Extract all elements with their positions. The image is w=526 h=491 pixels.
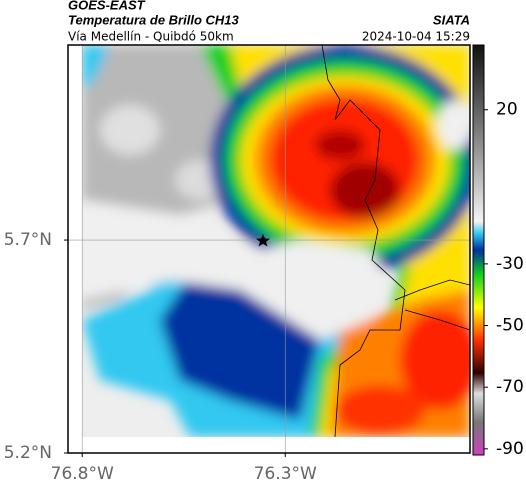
- map-subtitle: Vía Medellín - Quibdó 50km: [68, 30, 234, 44]
- source-label: SIATA: [433, 12, 470, 27]
- colorbar-tick-label: -70: [496, 377, 524, 397]
- x-tick-label: 76.8°W: [51, 464, 114, 484]
- map-title: Temperatura de Brillo CH13: [68, 12, 240, 27]
- colorbar-tick-label: -90: [496, 439, 524, 459]
- colorbar: [472, 44, 485, 456]
- satellite-label: GOES-EAST: [68, 0, 146, 12]
- y-tick-label: 5.2°N: [4, 443, 52, 463]
- brightness-raster: [82, 45, 470, 437]
- map-frame: [67, 44, 471, 454]
- station-marker: [256, 234, 270, 247]
- colorbar-tick-label: -50: [496, 316, 524, 336]
- x-tick-label: 76.3°W: [254, 464, 317, 484]
- colorbar-tick-label: -30: [496, 254, 524, 274]
- datetime-label: 2024-10-04 15:29: [362, 30, 470, 44]
- colorbar-tick-label: 20: [496, 100, 518, 120]
- y-tick-label: 5.7°N: [4, 230, 52, 250]
